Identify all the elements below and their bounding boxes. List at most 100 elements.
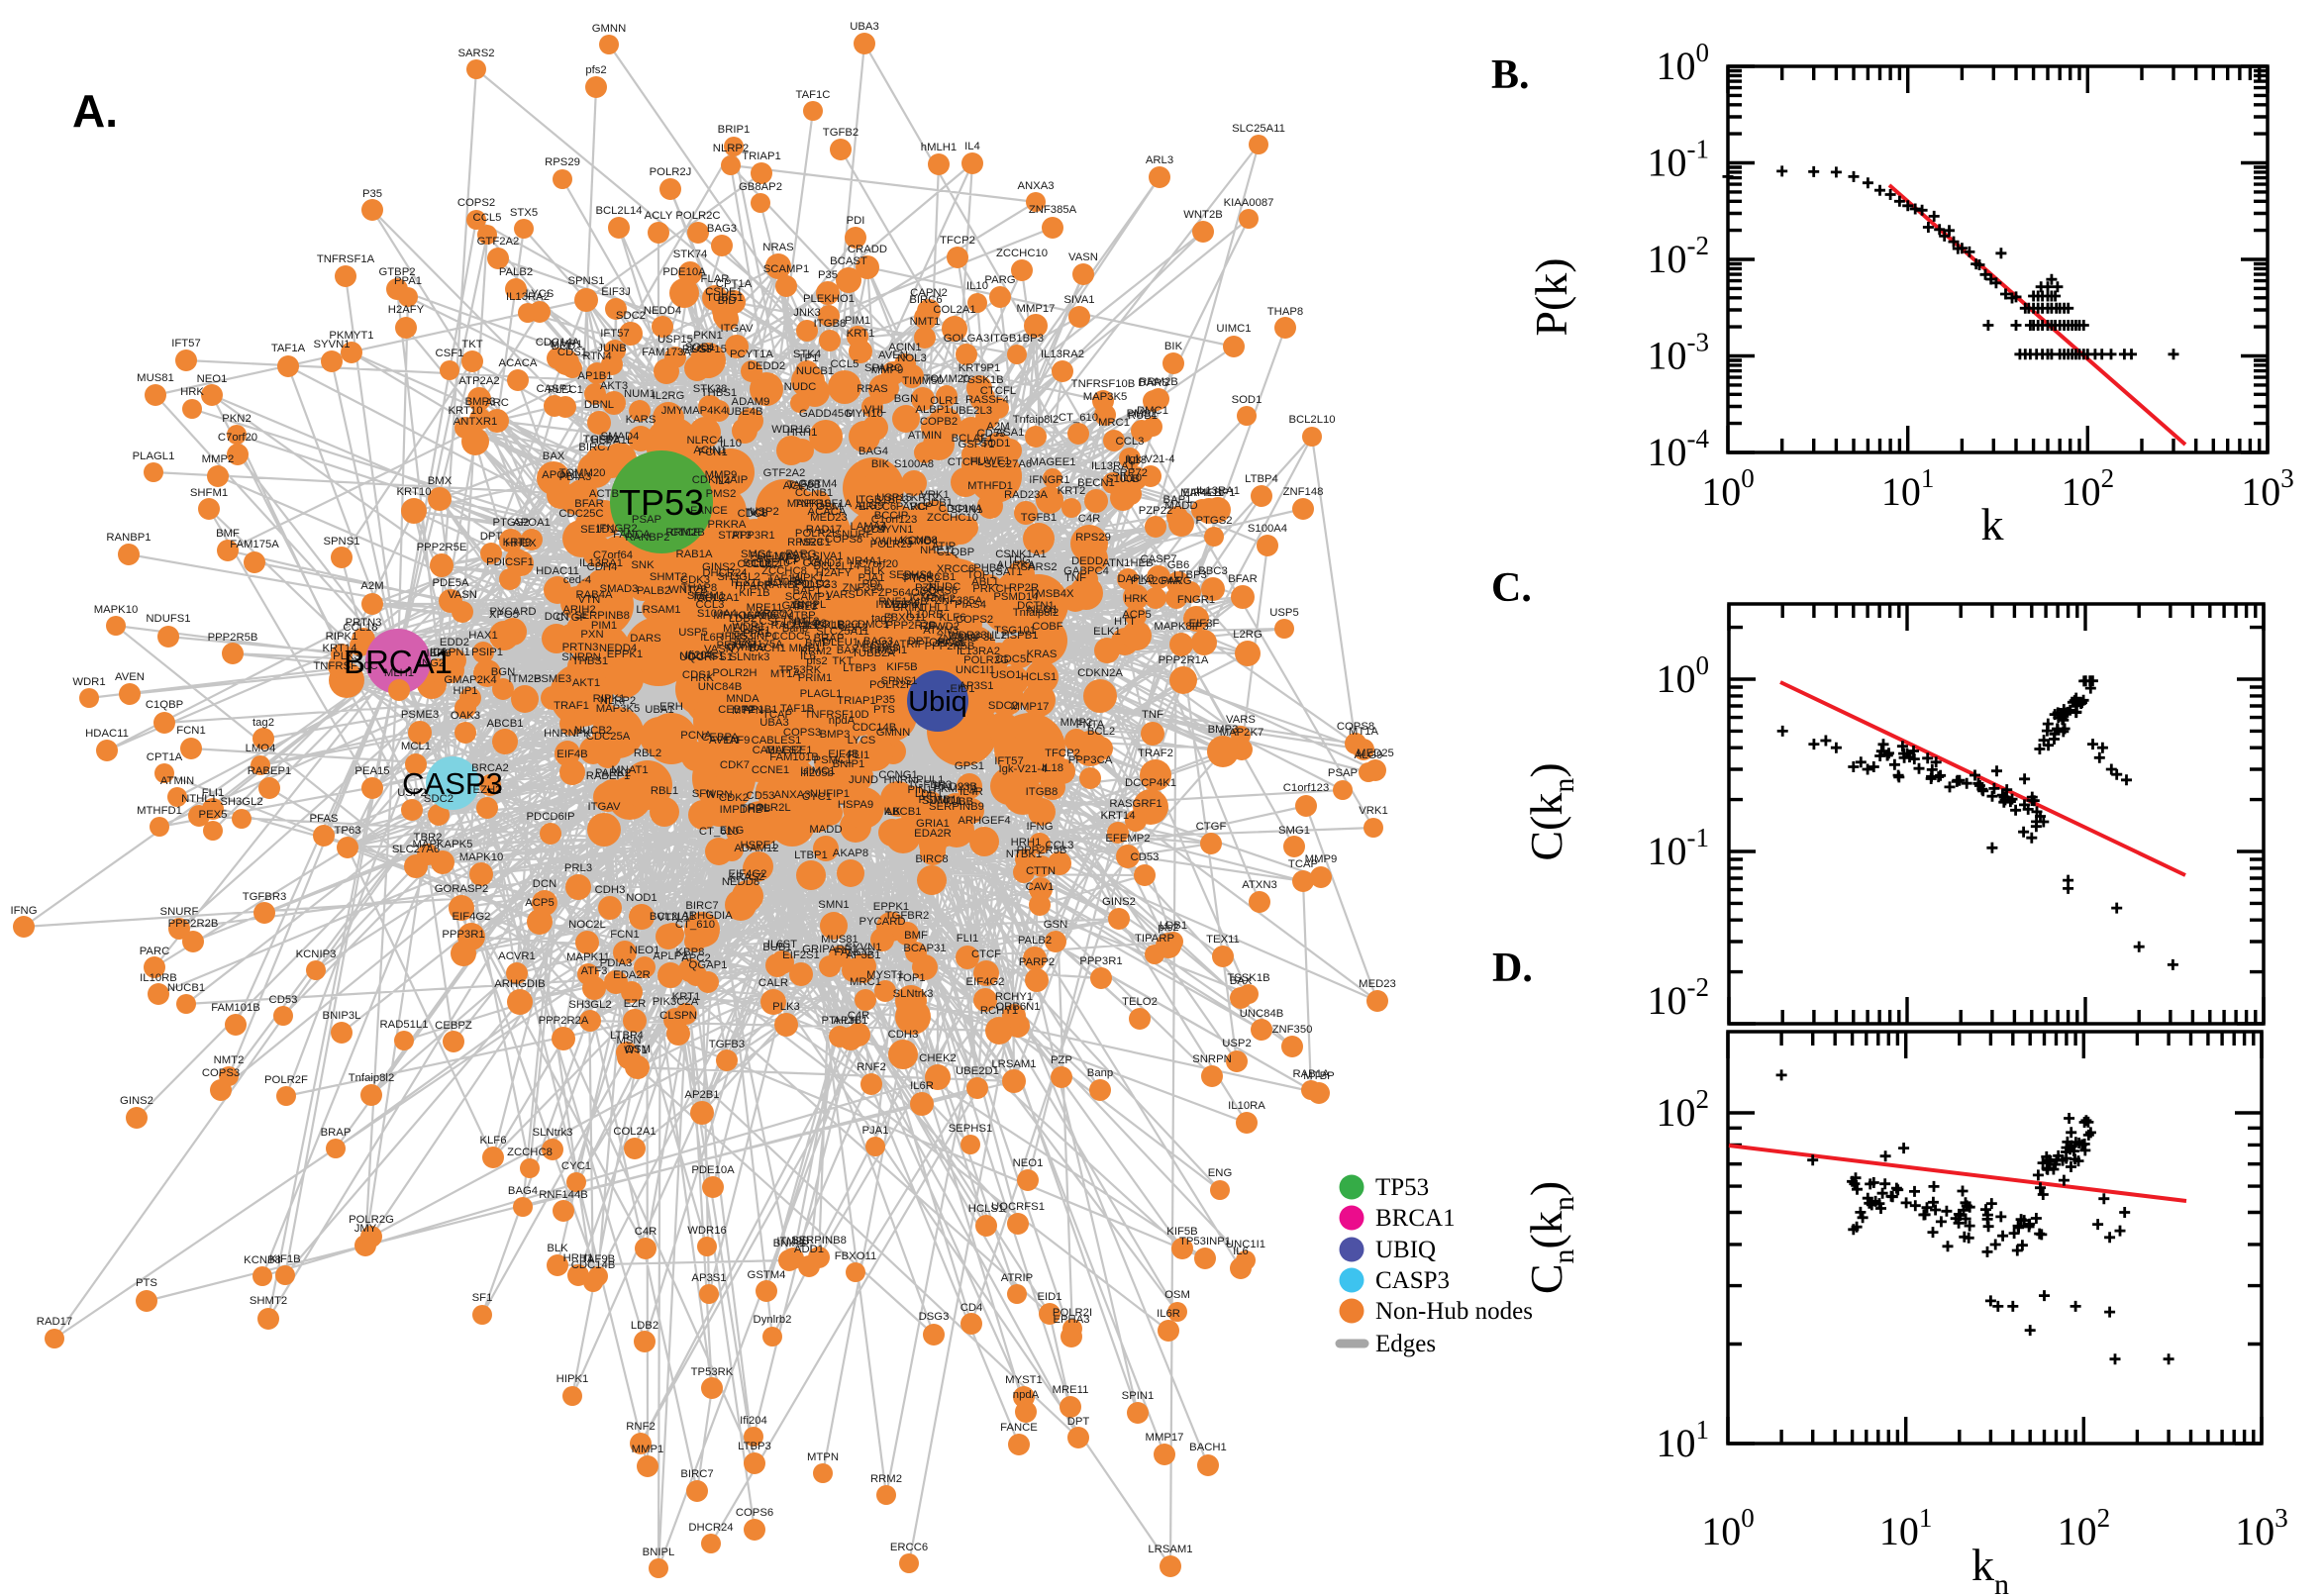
svg-text:ATMIN: ATMIN xyxy=(160,775,194,787)
svg-text:PPA1: PPA1 xyxy=(394,275,422,287)
svg-text:TOMM20: TOMM20 xyxy=(559,467,606,479)
svg-text:TIMM50: TIMM50 xyxy=(902,375,943,387)
svg-text:MAPK11: MAPK11 xyxy=(566,951,610,963)
svg-text:AP1B1: AP1B1 xyxy=(577,370,612,382)
svg-text:CDH3: CDH3 xyxy=(888,1029,919,1041)
svg-text:CT_610: CT_610 xyxy=(1059,412,1098,424)
svg-text:PARC: PARC xyxy=(140,946,170,957)
svg-text:TSSK1B: TSSK1B xyxy=(960,374,1003,386)
svg-text:MMP2: MMP2 xyxy=(1060,717,1093,729)
svg-text:BLK: BLK xyxy=(863,565,885,577)
svg-text:IL4: IL4 xyxy=(964,141,980,152)
svg-text:B.: B. xyxy=(1491,52,1530,98)
svg-text:THAP8: THAP8 xyxy=(1267,306,1303,318)
svg-text:VHL: VHL xyxy=(864,404,886,416)
svg-text:POLR2F: POLR2F xyxy=(869,679,913,691)
svg-text:SHMT2: SHMT2 xyxy=(250,1295,287,1307)
svg-text:H2AFY: H2AFY xyxy=(388,304,425,316)
svg-text:FBXO11: FBXO11 xyxy=(835,1250,877,1262)
svg-text:BCLAF1: BCLAF1 xyxy=(952,433,994,445)
svg-text:FAM175A: FAM175A xyxy=(230,539,279,550)
svg-text:CT_610: CT_610 xyxy=(675,919,715,931)
svg-text:PMS2: PMS2 xyxy=(1127,408,1158,420)
svg-text:NEDD4: NEDD4 xyxy=(599,643,637,654)
svg-text:P35: P35 xyxy=(818,269,838,281)
svg-text:UBA3: UBA3 xyxy=(759,717,789,729)
svg-text:C7orf20: C7orf20 xyxy=(858,558,898,570)
svg-text:CCNE1: CCNE1 xyxy=(752,764,789,776)
svg-text:AKT1: AKT1 xyxy=(572,677,600,689)
svg-text:DARS: DARS xyxy=(630,633,661,645)
svg-text:IMPDH2: IMPDH2 xyxy=(720,804,762,816)
svg-text:DPT: DPT xyxy=(480,531,503,543)
svg-text:PDCD6IP: PDCD6IP xyxy=(527,811,575,823)
svg-text:HIPK1: HIPK1 xyxy=(556,1373,589,1385)
svg-text:A2M: A2M xyxy=(360,580,383,592)
svg-text:CDC6: CDC6 xyxy=(738,508,768,520)
svg-text:RAD51L1: RAD51L1 xyxy=(380,1019,429,1031)
svg-text:GSPT1: GSPT1 xyxy=(958,439,994,450)
svg-text:FLAR: FLAR xyxy=(701,273,730,285)
svg-text:GOLGA3: GOLGA3 xyxy=(944,333,989,345)
svg-text:PSME3: PSME3 xyxy=(534,673,571,685)
svg-text:FLI1: FLI1 xyxy=(957,933,979,945)
svg-text:MMP17: MMP17 xyxy=(1017,303,1056,315)
svg-text:SUMO1: SUMO1 xyxy=(922,795,961,807)
svg-text:BRIP1: BRIP1 xyxy=(893,602,926,614)
svg-text:Non-Hub nodes: Non-Hub nodes xyxy=(1375,1298,1533,1325)
svg-text:PKMYT1: PKMYT1 xyxy=(329,330,373,342)
svg-text:CDS1: CDS1 xyxy=(557,347,587,358)
svg-text:PALB2: PALB2 xyxy=(499,266,533,278)
svg-text:MAPK10: MAPK10 xyxy=(94,604,139,616)
svg-text:BIRC6: BIRC6 xyxy=(909,294,942,306)
svg-text:CASP3: CASP3 xyxy=(1375,1267,1450,1294)
svg-text:THRB: THRB xyxy=(741,803,771,815)
svg-text:WDR16: WDR16 xyxy=(687,1225,727,1237)
svg-text:DMC1: DMC1 xyxy=(858,619,889,631)
svg-text:HNRNPK: HNRNPK xyxy=(544,728,591,740)
svg-text:PMS2: PMS2 xyxy=(706,488,737,500)
svg-text:ACACA: ACACA xyxy=(499,357,538,369)
svg-text:SPIN1: SPIN1 xyxy=(951,504,983,516)
svg-text:10-2: 10-2 xyxy=(1648,972,1710,1023)
svg-text:ARC: ARC xyxy=(485,397,509,409)
svg-text:TGFB1: TGFB1 xyxy=(1021,512,1057,524)
svg-text:KLF6: KLF6 xyxy=(939,612,965,624)
svg-text:BCL2L14: BCL2L14 xyxy=(813,560,859,572)
svg-text:BCLAF1: BCLAF1 xyxy=(757,553,799,565)
svg-text:TNFRSF10D: TNFRSF10D xyxy=(804,709,868,721)
svg-text:DHCR24: DHCR24 xyxy=(702,567,747,579)
svg-text:TRIAP1: TRIAP1 xyxy=(837,695,876,707)
svg-text:MMP17: MMP17 xyxy=(1011,701,1050,713)
svg-text:PRTN3: PRTN3 xyxy=(346,617,382,629)
svg-text:PLK3: PLK3 xyxy=(772,1001,800,1013)
svg-text:RIPK1: RIPK1 xyxy=(326,631,358,643)
svg-text:SLC27A6: SLC27A6 xyxy=(984,458,1032,470)
svg-text:PPP2R5B: PPP2R5B xyxy=(1017,845,1067,856)
svg-text:ANTXR1: ANTXR1 xyxy=(454,416,498,428)
svg-text:POLR2C: POLR2C xyxy=(814,619,858,631)
svg-text:PSAP: PSAP xyxy=(1328,767,1358,779)
svg-text:RASGRF1: RASGRF1 xyxy=(1109,798,1162,810)
svg-text:ACVR1: ACVR1 xyxy=(498,950,536,962)
svg-text:DCN: DCN xyxy=(533,878,556,890)
svg-text:HRK: HRK xyxy=(1124,593,1148,605)
svg-text:BNIP3L: BNIP3L xyxy=(958,632,996,644)
svg-text:BAG4: BAG4 xyxy=(858,446,888,457)
svg-text:ATP2A2: ATP2A2 xyxy=(458,375,499,387)
svg-text:SIVA1: SIVA1 xyxy=(1063,294,1094,306)
svg-text:AP3S1: AP3S1 xyxy=(959,680,993,692)
svg-text:RANBP2: RANBP2 xyxy=(625,532,669,544)
svg-text:NTBK1: NTBK1 xyxy=(1006,848,1042,860)
svg-text:CAPN2: CAPN2 xyxy=(910,287,948,299)
svg-text:BMP3: BMP3 xyxy=(820,729,851,741)
svg-text:JMY: JMY xyxy=(661,405,684,417)
svg-text:NLRP2: NLRP2 xyxy=(713,143,749,154)
svg-text:EIF4B: EIF4B xyxy=(828,748,858,760)
svg-text:ATMIN: ATMIN xyxy=(908,430,942,442)
svg-text:SLC27A6: SLC27A6 xyxy=(392,844,440,855)
svg-text:PDICSF1: PDICSF1 xyxy=(486,556,534,568)
svg-text:Tnfaip8l2: Tnfaip8l2 xyxy=(349,1072,394,1084)
svg-text:HRH1: HRH1 xyxy=(1011,837,1042,848)
svg-text:SOD1: SOD1 xyxy=(1232,394,1262,406)
